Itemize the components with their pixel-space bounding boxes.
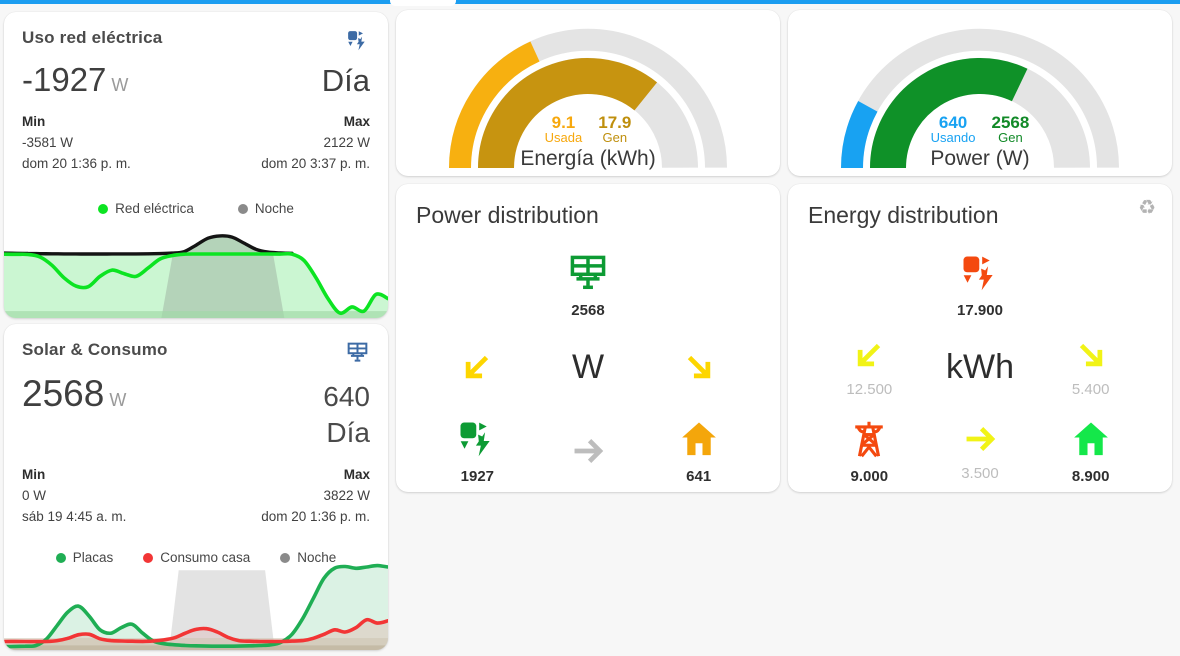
legend: Red eléctrica Noche xyxy=(4,201,388,216)
gauge-text: 640 Usando 2568 Gen Power (W) xyxy=(788,112,1172,171)
legend-item: Noche xyxy=(280,550,336,565)
legend: Placas Consumo casa Noche xyxy=(4,550,388,565)
legend-dot xyxy=(98,203,109,214)
top-bar-notch xyxy=(390,0,456,6)
flow-to-grid xyxy=(458,348,496,386)
card-energy-distribution[interactable]: ♻ Energy distribution 17.900 12.500 kWh … xyxy=(788,184,1172,492)
min-block: Min -3581 W dom 20 1:36 p. m. xyxy=(22,114,131,171)
solar-node[interactable]: 17.900 xyxy=(957,251,1003,319)
min-block: Min 0 W sáb 19 4:45 a. m. xyxy=(22,466,127,524)
current-value: 2568 xyxy=(22,373,105,414)
arrow-down-right-icon xyxy=(680,348,718,386)
unit-label: kWh xyxy=(945,347,1014,386)
legend-dot xyxy=(143,552,154,563)
card-solar-consumo[interactable]: Solar & Consumo 2568 W 640 Día Min 0 W sá… xyxy=(4,324,388,650)
unit-label: W xyxy=(571,347,605,386)
grid-to-home-flow: 3.500 xyxy=(961,420,999,482)
flow-to-home: 5.400 xyxy=(1072,336,1110,398)
legend-item: Red eléctrica xyxy=(98,201,194,216)
solar-node[interactable]: 2568 xyxy=(566,251,610,319)
transmission-tower-icon xyxy=(847,417,891,461)
card-gauge-energia[interactable]: 9.1 Usada 17.9 Gen Energía (kWh) xyxy=(396,10,780,176)
grid-node[interactable]: 1927 xyxy=(455,417,499,485)
solar-panel-icon[interactable] xyxy=(345,340,370,365)
recycle-icon[interactable]: ♻ xyxy=(1138,197,1156,219)
legend-item: Consumo casa xyxy=(143,550,250,565)
solar-line-chart[interactable] xyxy=(4,558,388,650)
gauge-title: Power (W) xyxy=(930,147,1030,170)
gauge-left-value-block: 9.1 Usada xyxy=(544,112,583,146)
legend-dot xyxy=(280,552,291,563)
grid-node[interactable]: 9.000 xyxy=(847,417,891,485)
card-title: Energy distribution xyxy=(808,202,999,228)
card-title: Power distribution xyxy=(416,202,599,228)
legend-item: Noche xyxy=(237,201,294,216)
solar-power-variant-icon[interactable] xyxy=(345,28,370,53)
gauge-right-value-block: 2568 Gen xyxy=(991,112,1030,146)
home-icon xyxy=(677,417,721,461)
secondary-block: 640 Día xyxy=(323,379,370,452)
period-label: Día xyxy=(326,417,370,449)
max-block: Max 2122 W dom 20 3:37 p. m. xyxy=(261,114,370,171)
card-title: Solar & Consumo xyxy=(22,340,168,359)
flow-to-grid: 12.500 xyxy=(846,336,892,398)
power-gauge xyxy=(841,28,1119,169)
solar-panel-icon xyxy=(566,251,610,295)
legend-dot xyxy=(237,203,248,214)
solar-power-variant-icon xyxy=(958,251,1002,295)
current-value: -1927 xyxy=(22,61,107,98)
legend-item: Placas xyxy=(55,550,113,565)
period-label: Día xyxy=(321,63,370,98)
gauge-text: 9.1 Usada 17.9 Gen Energía (kWh) xyxy=(396,112,780,171)
gauge-right-value-block: 17.9 Gen xyxy=(598,112,632,146)
energia-gauge xyxy=(449,28,727,169)
arrow-right-icon xyxy=(961,420,999,458)
secondary-value: 640 xyxy=(323,381,370,412)
card-power-distribution[interactable]: Power distribution 2568 W 1927 641 xyxy=(396,184,780,492)
unit-label: W xyxy=(109,390,127,410)
uso-line-chart[interactable] xyxy=(4,232,388,318)
card-uso-red-electrica[interactable]: Uso red eléctrica -1927 W Día Min -3581 W… xyxy=(4,12,388,318)
home-node[interactable]: 641 xyxy=(677,417,721,485)
flow-to-home xyxy=(680,348,718,386)
gauge-left-value-block: 640 Usando xyxy=(930,112,976,146)
arrow-down-left-icon xyxy=(850,336,888,374)
solar-power-variant-icon xyxy=(455,417,499,461)
home-node[interactable]: 8.900 xyxy=(1069,417,1113,485)
home-icon xyxy=(1069,417,1113,461)
arrow-down-right-icon xyxy=(1072,336,1110,374)
max-block: Max 3822 W dom 20 1:36 p. m. xyxy=(261,466,370,524)
gauge-title: Energía (kWh) xyxy=(520,147,656,170)
top-accent-bar xyxy=(0,0,1180,4)
unit-label: W xyxy=(111,75,129,95)
arrow-right-icon xyxy=(569,432,607,470)
card-title: Uso red eléctrica xyxy=(22,28,163,47)
legend-dot xyxy=(55,552,66,563)
arrow-down-left-icon xyxy=(458,348,496,386)
grid-to-home-flow xyxy=(569,432,607,470)
card-gauge-power[interactable]: 640 Usando 2568 Gen Power (W) xyxy=(788,10,1172,176)
